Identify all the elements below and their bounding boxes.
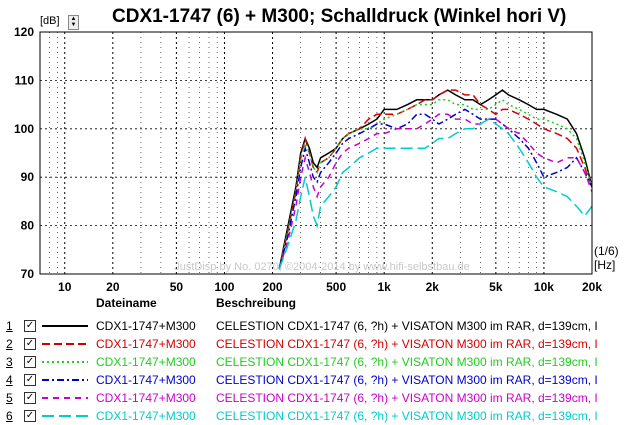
legend-line-sample: [42, 343, 88, 345]
series-line-2: [278, 89, 592, 270]
frequency-response-chart: JustDisp by No. 0270, ©2004-2014 by www.…: [14, 25, 602, 294]
chart-title: CDX1-1747 (6) + M300; Schalldruck (Winke…: [112, 6, 567, 27]
resolution-label: (1/6): [594, 244, 619, 258]
legend-row[interactable]: 4 ✓ CDX1-1747+M300 CELESTION CDX1-1747 (6, …: [0, 372, 624, 389]
legend-row[interactable]: 3 ✓ CDX1-1747+M300 CELESTION CDX1-1747 (6, …: [0, 354, 624, 371]
legend-row[interactable]: 5 ✓ CDX1-1747+M300 CELESTION CDX1-1747 (6, …: [0, 390, 624, 407]
x-tick-label: 2k: [426, 280, 440, 294]
y-tick-label: 120: [14, 25, 34, 39]
series-line-4: [278, 108, 592, 270]
x-tick-label: 1k: [378, 280, 392, 294]
legend-checkbox[interactable]: ✓: [24, 410, 36, 422]
series-line-6: [278, 118, 592, 270]
series-layer: [278, 89, 592, 270]
legend-checkbox[interactable]: ✓: [24, 356, 36, 368]
legend-row-number[interactable]: 6: [6, 409, 13, 423]
y-tick-label: 110: [15, 73, 35, 87]
legend-checkbox[interactable]: ✓: [24, 320, 36, 332]
legend-description: CELESTION CDX1-1747 (6, ?h) + VISATON M3…: [216, 409, 598, 423]
x-unit-label: [Hz]: [594, 258, 616, 272]
series-line-3: [278, 98, 592, 270]
legend-description: CELESTION CDX1-1747 (6, ?h) + VISATON M3…: [216, 337, 598, 351]
legend-description: CELESTION CDX1-1747 (6, ?h) + VISATON M3…: [216, 391, 598, 405]
legend-file-name: CDX1-1747+M300: [96, 355, 196, 369]
y-tick-labels: 70 80 90 100 110 120: [14, 25, 34, 281]
legend-description: CELESTION CDX1-1747 (6, ?h) + VISATON M3…: [216, 373, 598, 387]
legend-row-number[interactable]: 3: [6, 355, 13, 369]
legend-checkbox[interactable]: ✓: [24, 374, 36, 386]
y-tick-label: 100: [14, 122, 34, 136]
y-unit-selector[interactable]: [dB] ▲ ▼: [40, 15, 82, 30]
legend-line-sample: [42, 325, 88, 327]
legend-file-name: CDX1-1747+M300: [96, 391, 196, 405]
legend-col-name: Dateiname: [96, 296, 157, 310]
x-tick-label: 10: [58, 280, 72, 294]
legend-checkbox[interactable]: ✓: [24, 392, 36, 404]
legend-row[interactable]: 1 ✓ CDX1-1747+M300 CELESTION CDX1-1747 (6, …: [0, 318, 624, 335]
legend-col-desc: Beschreibung: [216, 296, 297, 310]
legend-file-name: CDX1-1747+M300: [96, 337, 196, 351]
legend-line-sample: [42, 361, 88, 363]
legend-line-sample: [42, 415, 88, 417]
y-unit-label: [dB]: [40, 15, 60, 27]
legend-row-number[interactable]: 1: [6, 319, 13, 333]
x-tick-label: 20: [106, 280, 120, 294]
legend-table: Dateiname Beschreibung 1 ✓ CDX1-1747+M300 C…: [0, 296, 624, 423]
x-tick-label: 200: [263, 280, 283, 294]
legend-row[interactable]: 2 ✓ CDX1-1747+M300 CELESTION CDX1-1747 (6, …: [0, 336, 624, 353]
spinner-icon[interactable]: ▲ ▼: [68, 15, 79, 30]
chart-grid: [39, 32, 593, 274]
y-tick-label: 70: [21, 267, 35, 281]
watermark-text: JustDisp by No. 0270, ©2004-2014 by www.…: [174, 261, 470, 273]
legend-row-number[interactable]: 5: [6, 391, 13, 405]
legend-file-name: CDX1-1747+M300: [96, 319, 196, 333]
y-tick-label: 80: [21, 219, 35, 233]
x-tick-label: 5k: [489, 280, 503, 294]
x-tick-label: 100: [214, 280, 234, 294]
legend-row-number[interactable]: 2: [6, 337, 13, 351]
legend-checkbox[interactable]: ✓: [24, 338, 36, 350]
legend-line-sample: [42, 397, 88, 399]
x-axis-info: (1/6) [Hz]: [594, 244, 619, 272]
legend-file-name: CDX1-1747+M300: [96, 373, 196, 387]
x-tick-label: 20k: [582, 280, 602, 294]
x-tick-labels: 10 20 50 100 200 500 1k 2k 5k 10k 20k: [58, 280, 602, 294]
x-tick-label: 10k: [534, 280, 554, 294]
legend-description: CELESTION CDX1-1747 (6, ?h) + VISATON M3…: [216, 355, 598, 369]
series-line-5: [278, 113, 592, 270]
legend-row-number[interactable]: 4: [6, 373, 13, 387]
plot-frame: [39, 31, 593, 275]
legend-row[interactable]: 6 ✓ CDX1-1747+M300 CELESTION CDX1-1747 (6, …: [0, 408, 624, 425]
y-tick-label: 90: [21, 170, 35, 184]
legend-line-sample: [42, 379, 88, 381]
x-tick-label: 50: [170, 280, 184, 294]
legend-file-name: CDX1-1747+M300: [96, 409, 196, 423]
legend-description: CELESTION CDX1-1747 (6, ?h) + VISATON M3…: [216, 319, 598, 333]
x-tick-label: 500: [326, 280, 346, 294]
